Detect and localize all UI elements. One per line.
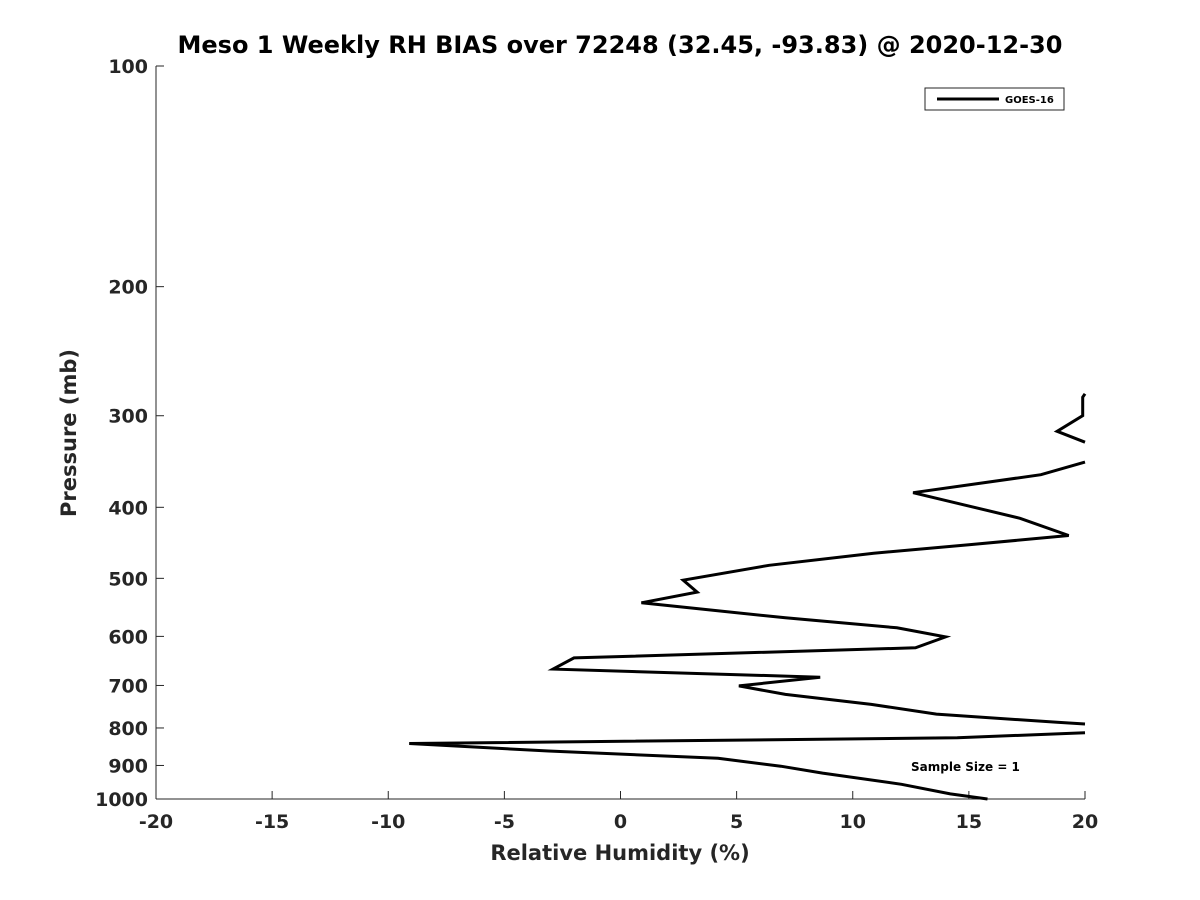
x-tick-label: 15 — [956, 811, 982, 833]
y-axis-label: Pressure (mb) — [57, 349, 81, 517]
y-tick-label: 100 — [108, 56, 148, 78]
x-tick-label: -15 — [255, 811, 289, 833]
y-ticks: 100 200 300 400 500 600 700 800 900 1000 — [95, 56, 164, 811]
y-tick-label: 600 — [108, 626, 148, 648]
x-ticks: -20 -15 -10 -5 0 5 10 15 20 — [139, 791, 1098, 833]
x-tick-label: -20 — [139, 811, 173, 833]
series-line-goes16 — [547, 460, 1086, 726]
series-line-goes16 — [1053, 392, 1087, 444]
y-tick-label: 1000 — [95, 789, 148, 811]
series-line-goes16 — [409, 731, 1086, 801]
chart-title: Meso 1 Weekly RH BIAS over 72248 (32.45,… — [178, 31, 1063, 59]
x-tick-label: 10 — [840, 811, 866, 833]
x-tick-label: 0 — [614, 811, 627, 833]
legend: GOES-16 — [924, 87, 1065, 111]
y-tick-label: 500 — [108, 568, 148, 590]
y-tick-label: 200 — [108, 277, 148, 299]
y-tick-label: 400 — [108, 497, 148, 519]
y-tick-label: 800 — [108, 718, 148, 740]
y-tick-label: 700 — [108, 675, 148, 697]
sample-size-annotation: Sample Size = 1 — [911, 760, 1020, 774]
x-tick-label: 20 — [1072, 811, 1098, 833]
x-tick-label: -10 — [371, 811, 405, 833]
x-axis-label: Relative Humidity (%) — [490, 841, 749, 865]
y-tick-label: 900 — [108, 755, 148, 777]
plot-area: -20 -15 -10 -5 0 5 10 15 20 100 200 300 400 500 600 70… — [95, 56, 1098, 833]
y-tick-label: 300 — [108, 406, 148, 428]
series-group — [409, 392, 1087, 801]
x-tick-label: -5 — [494, 811, 515, 833]
legend-label-goes16: GOES-16 — [1005, 95, 1054, 106]
x-tick-label: 5 — [730, 811, 743, 833]
